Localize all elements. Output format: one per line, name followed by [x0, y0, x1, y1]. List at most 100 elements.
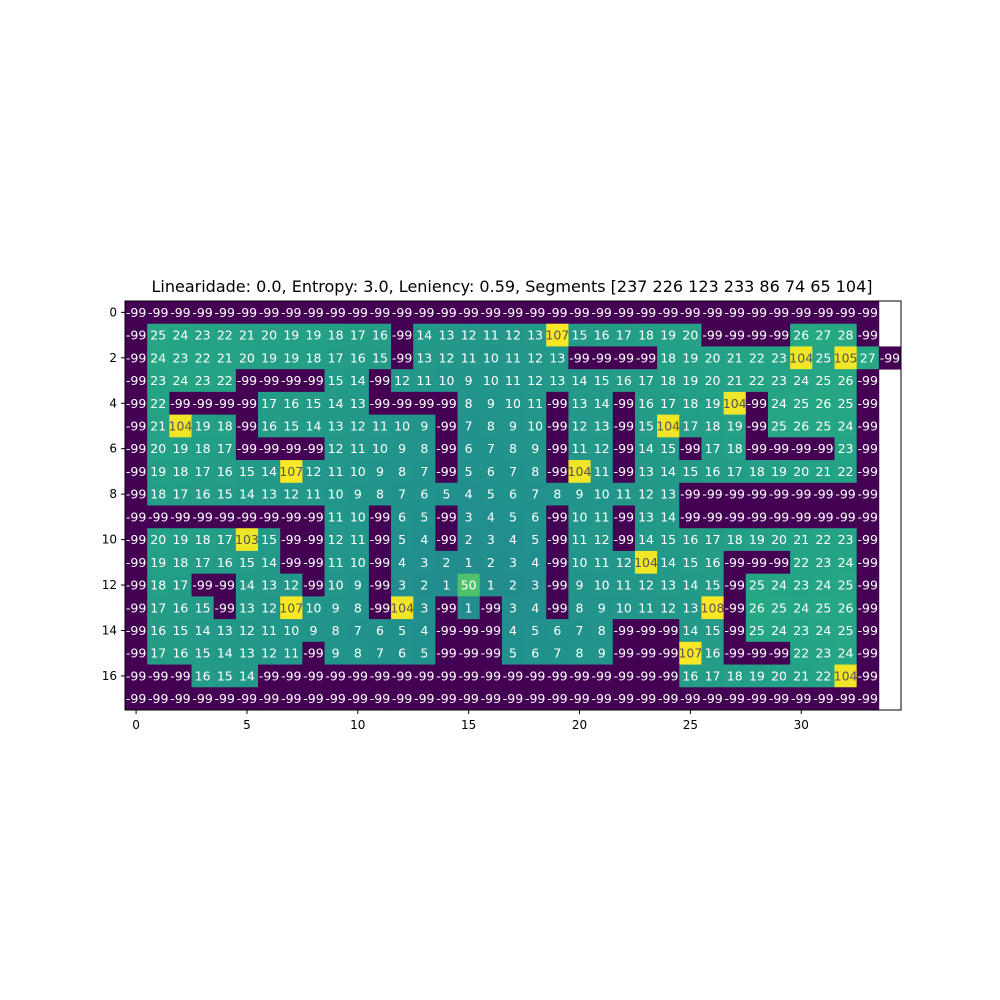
heatmap-cell [435, 437, 458, 461]
heatmap-cell [213, 505, 237, 529]
heatmap-cell [368, 641, 392, 665]
cell-value-label: -99 [858, 691, 878, 706]
heatmap-cell [368, 528, 392, 552]
cell-value-label: 5 [420, 509, 428, 524]
heatmap-cell [856, 414, 880, 438]
heatmap-cell [568, 414, 591, 438]
cell-value-label: -99 [614, 418, 634, 433]
heatmap-cell [612, 414, 636, 438]
cell-value-label: -99 [458, 646, 478, 661]
cell-value-label: 18 [195, 441, 211, 456]
heatmap-cell [701, 505, 725, 529]
heatmap-cell [790, 414, 813, 438]
cell-value-label: -99 [370, 600, 390, 615]
heatmap-cell [346, 301, 370, 325]
heatmap-cell [634, 460, 658, 484]
cell-value-label: -99 [126, 623, 146, 638]
cell-value-label: 16 [705, 555, 721, 570]
cell-value-label: 14 [416, 328, 432, 343]
cell-value-label: 104 [789, 350, 813, 365]
cell-value-label: -99 [192, 509, 212, 524]
cell-value-label: 14 [350, 373, 366, 388]
heatmap-cell [612, 641, 636, 665]
heatmap-cell [745, 573, 769, 597]
heatmap-cell [524, 437, 547, 461]
cell-value-label: -99 [724, 691, 744, 706]
cell-value-label: -99 [769, 509, 789, 524]
heatmap-cell [235, 391, 259, 416]
cell-value-label: 16 [594, 328, 610, 343]
heatmap-cell [657, 573, 680, 597]
cell-value-label: -99 [392, 350, 412, 365]
cell-value-label: -99 [436, 305, 456, 320]
heatmap-cell [812, 323, 835, 347]
cell-value-label: -99 [680, 441, 700, 456]
cell-value-label: -99 [569, 691, 589, 706]
heatmap-cell [435, 641, 458, 665]
heatmap-cell [568, 391, 591, 416]
cell-value-label: 14 [594, 396, 610, 411]
heatmap-cell [612, 596, 636, 620]
heatmap-cell [812, 505, 835, 529]
cell-value-label: -99 [303, 441, 323, 456]
heatmap-cell [568, 301, 591, 325]
cell-value-label: 21 [217, 350, 233, 365]
cell-value-label: 12 [527, 350, 543, 365]
cell-value-label: 7 [420, 464, 428, 479]
cell-value-label: 13 [416, 350, 432, 365]
heatmap-cell [679, 528, 702, 552]
heatmap-cell [368, 482, 392, 506]
heatmap-cell [235, 460, 259, 484]
cell-value-label: 3 [509, 555, 517, 570]
heatmap-cell [302, 437, 325, 461]
heatmap-cell [169, 460, 192, 484]
cell-value-label: -99 [414, 396, 434, 411]
heatmap-cell [657, 414, 680, 438]
heatmap-cell [391, 641, 414, 665]
heatmap-cell [213, 573, 237, 597]
heatmap-cell [213, 346, 237, 370]
heatmap-cell [280, 346, 303, 370]
heatmap-cell [280, 391, 303, 416]
cell-value-label: -99 [126, 464, 146, 479]
heatmap-cell [169, 550, 192, 575]
cell-value-label: 9 [598, 600, 606, 615]
heatmap-cell [701, 323, 725, 347]
heatmap-cell [147, 641, 170, 665]
heatmap-cell [701, 550, 725, 575]
cell-value-label: -99 [591, 691, 611, 706]
heatmap-cell [679, 573, 702, 597]
heatmap-cell [812, 641, 835, 665]
heatmap-cell [524, 641, 547, 665]
heatmap-cell [280, 460, 303, 484]
heatmap-cell [856, 346, 880, 370]
cell-value-label: 26 [793, 418, 809, 433]
cell-value-label: 50 [461, 578, 477, 593]
cell-value-label: 21 [793, 668, 809, 683]
heatmap-cell [258, 687, 281, 711]
cell-value-label: 21 [815, 464, 831, 479]
heatmap-cell [501, 528, 525, 552]
heatmap-cell [125, 437, 148, 461]
heatmap-cell [479, 528, 503, 552]
heatmap-cell [391, 505, 414, 529]
cell-value-label: -99 [547, 555, 567, 570]
cell-value-label: -99 [747, 691, 767, 706]
heatmap-cell [368, 437, 392, 461]
heatmap-cell [723, 505, 747, 529]
heatmap-cell [125, 414, 148, 438]
heatmap-cell [501, 369, 525, 393]
cell-value-label: -99 [547, 396, 567, 411]
heatmap-cell [790, 391, 813, 416]
cell-value-label: 9 [376, 464, 384, 479]
cell-value-label: 14 [660, 464, 676, 479]
cell-value-label: -99 [702, 691, 722, 706]
heatmap-cell [457, 528, 481, 552]
cell-value-label: -99 [192, 691, 212, 706]
heatmap-cell [391, 619, 414, 643]
heatmap-cell [435, 687, 458, 711]
cell-value-label: -99 [126, 373, 146, 388]
heatmap-cell [235, 550, 259, 575]
heatmap-cell [612, 323, 636, 347]
cell-value-label: 13 [549, 350, 565, 365]
